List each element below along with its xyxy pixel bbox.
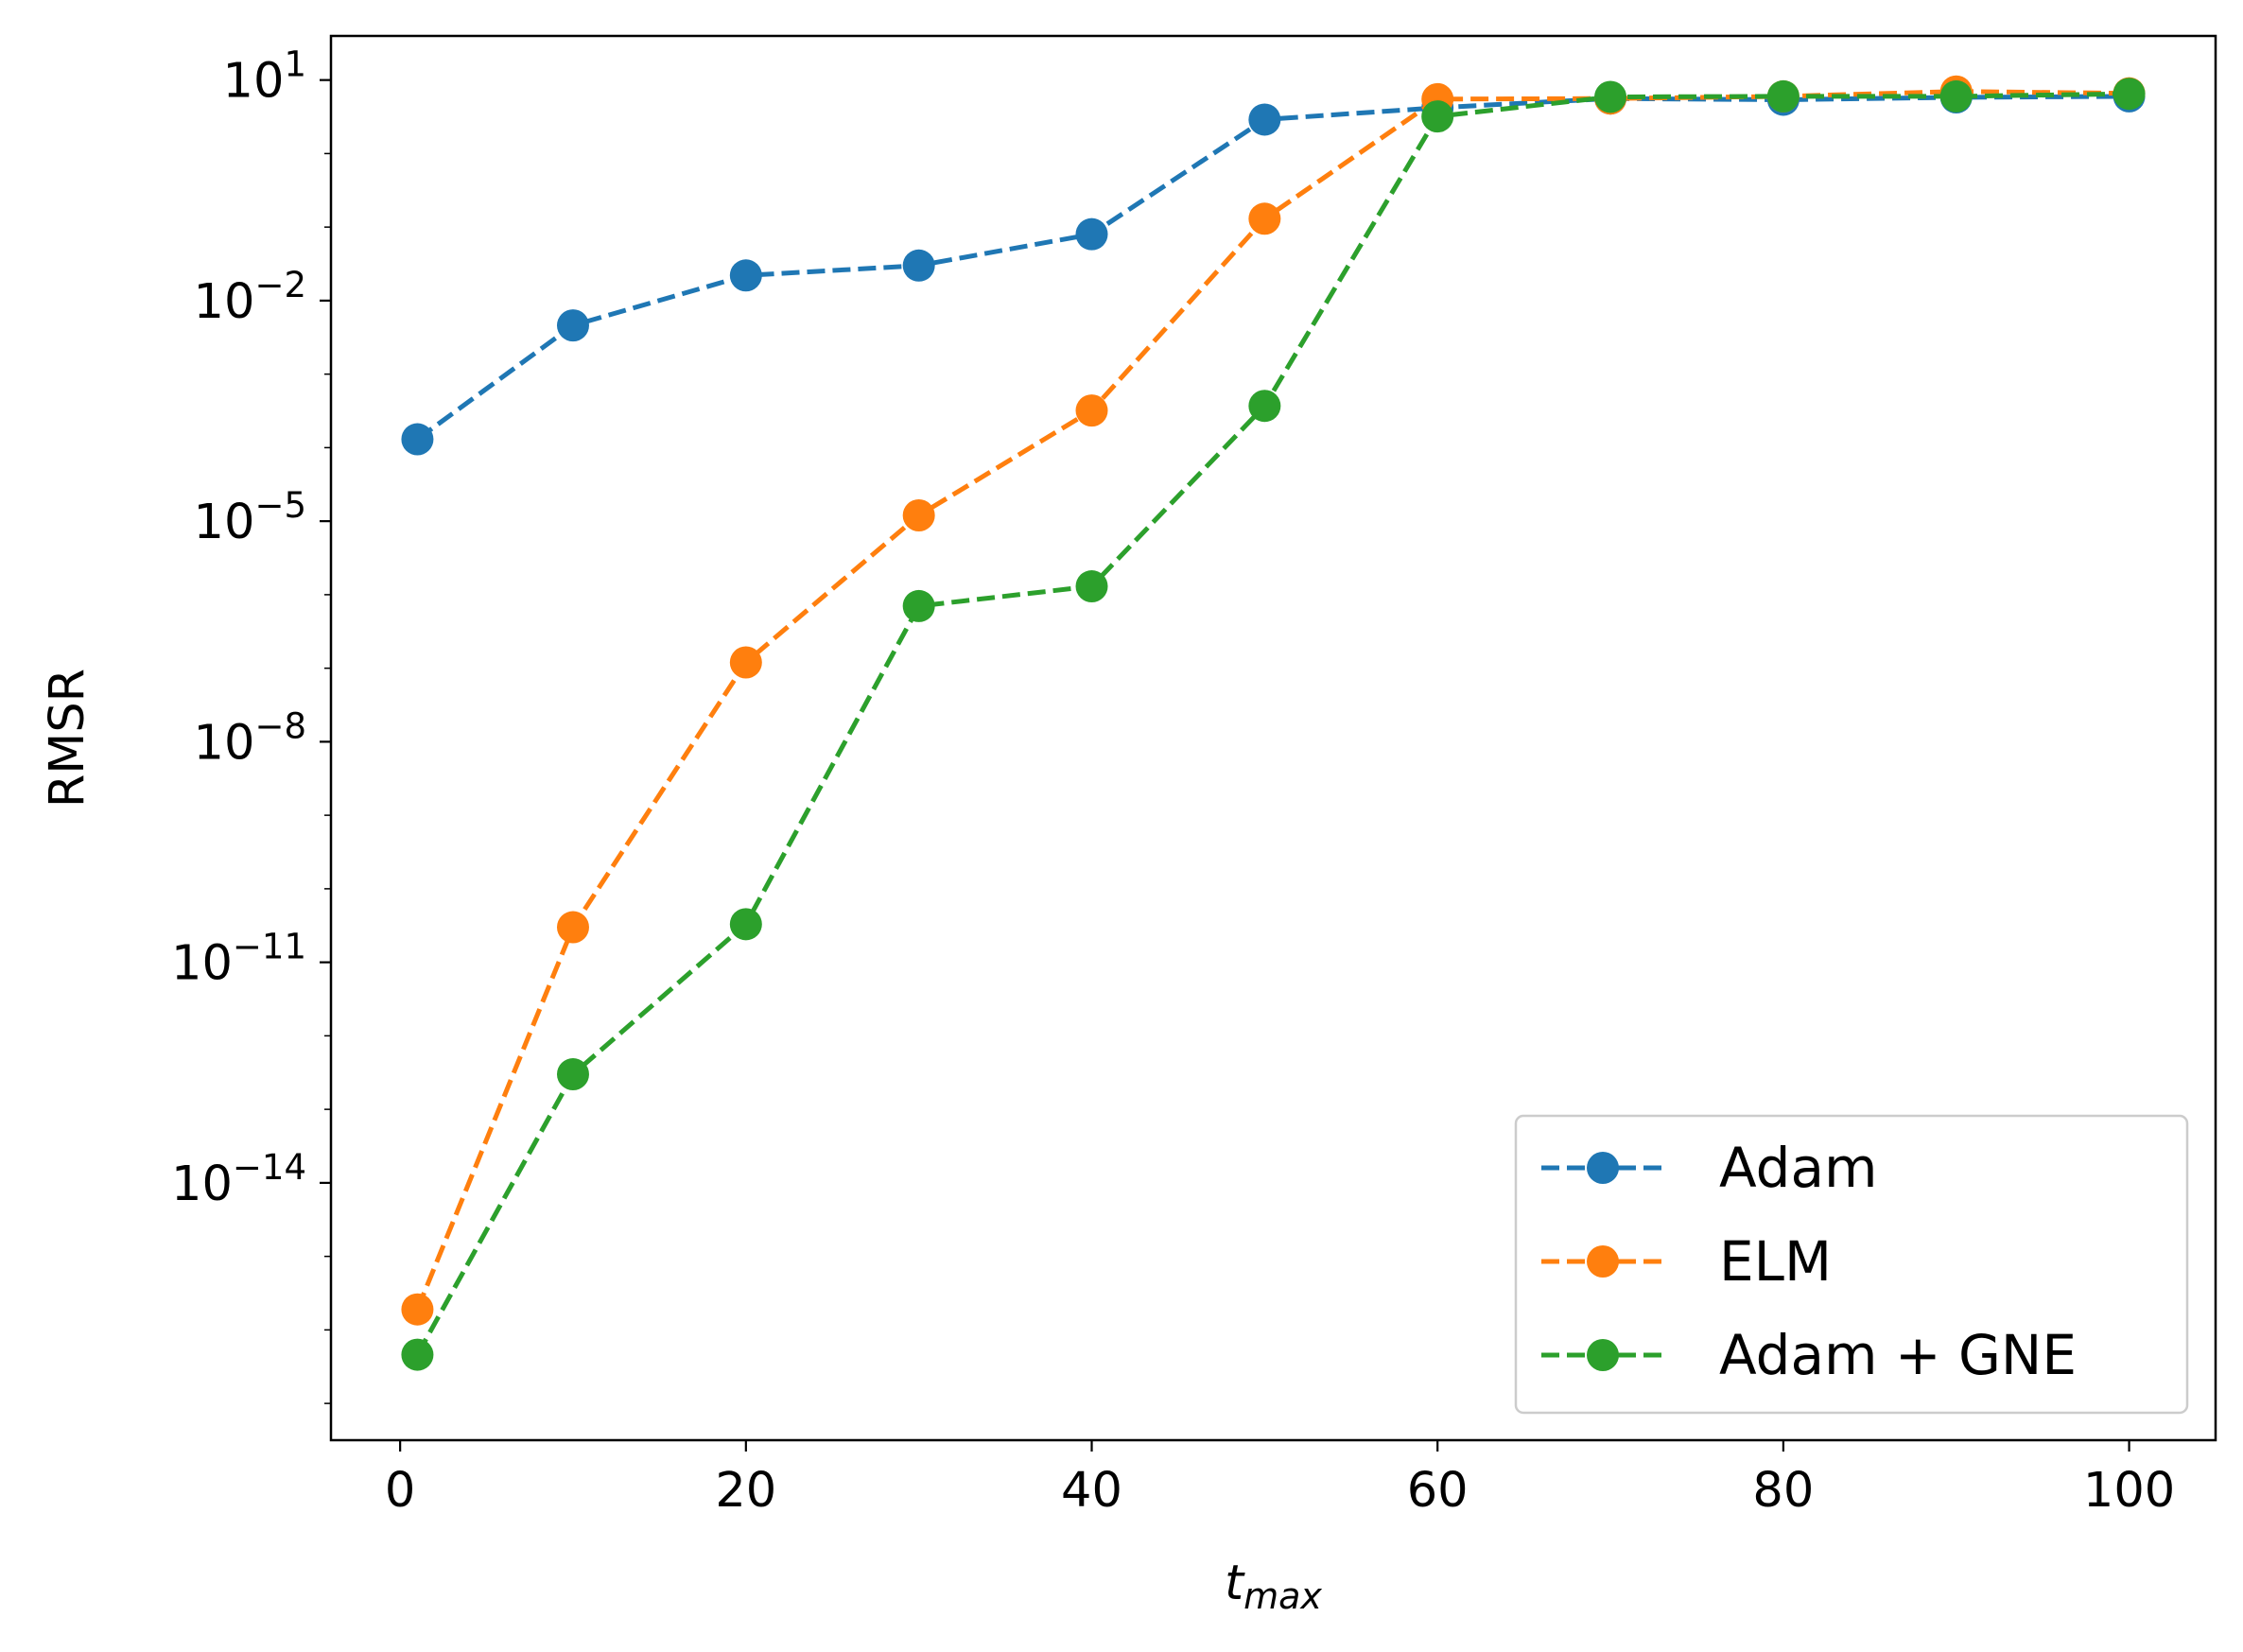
x-tick-label: 60 [1407,1463,1469,1519]
y-tick-label: 10−2 [194,265,306,330]
y-tick-label: 10−14 [171,1147,306,1212]
data-point [902,498,935,531]
x-axis-label-main: t [1225,1556,1245,1611]
data-point [1075,394,1108,427]
data-point [1421,100,1454,133]
y-tick-label: 101 [223,44,306,110]
y-axis-label: RMSR [40,669,96,808]
y-tick-label-base: 10 [171,936,233,992]
data-point [902,249,935,282]
y-tick-label-base: 10 [223,54,285,110]
plot-frame [329,34,2217,1442]
y-tick-label-exponent: −14 [233,1147,306,1188]
legend-label: Adam + GNE [1719,1323,2077,1387]
y-tick-label-exponent: −8 [254,705,306,746]
data-point [1248,202,1281,235]
x-axis: 0 20 40 60 80 100 [385,1440,2175,1519]
data-point [729,259,762,292]
data-point [1594,80,1627,113]
legend-box [1514,1114,2189,1415]
data-point [1248,390,1281,423]
data-point [556,309,589,342]
legend-marker [1587,1245,1619,1278]
data-point [556,1058,589,1091]
y-tick-label-exponent: −11 [233,927,306,967]
data-point [1075,570,1108,603]
data-point [1766,79,1800,113]
data-point [902,589,935,622]
y-tick-label: 10−11 [171,927,306,992]
legend-label: ELM [1719,1229,1832,1294]
x-tick-label: 40 [1061,1463,1122,1519]
series-layer [401,75,2146,1371]
y-tick-label-base: 10 [171,1156,233,1212]
x-tick-label: 100 [2083,1463,2175,1519]
y-tick-label-exponent: −2 [254,265,306,305]
data-point [401,1293,434,1326]
y-tick-label-base: 10 [194,274,255,330]
data-point [1075,217,1108,251]
y-tick-label-base: 10 [194,495,255,550]
x-tick-label: 80 [1752,1463,1814,1519]
y-tick-label-base: 10 [194,715,255,771]
data-point [1939,79,1973,113]
data-point [2113,78,2146,111]
y-tick-label-exponent: 1 [284,44,306,85]
legend-marker [1587,1339,1619,1371]
data-point [1248,103,1281,136]
x-tick-label: 20 [715,1463,776,1519]
y-tick-label-exponent: −5 [254,485,306,526]
x-axis-label: tmax [1225,1556,1322,1617]
data-point [729,908,762,941]
legend-marker [1587,1152,1619,1184]
data-point [729,646,762,679]
data-point [556,911,589,944]
data-point [401,1338,434,1371]
y-tick-label: 10−8 [194,705,306,771]
data-point [401,423,434,456]
y-tick-label: 10−5 [194,485,306,550]
x-axis-label-subscript: max [1243,1575,1322,1617]
legend: Adam ELM Adam + GNE [1514,1114,2189,1415]
x-tick-label: 0 [385,1463,415,1519]
legend-label: Adam [1719,1136,1878,1200]
